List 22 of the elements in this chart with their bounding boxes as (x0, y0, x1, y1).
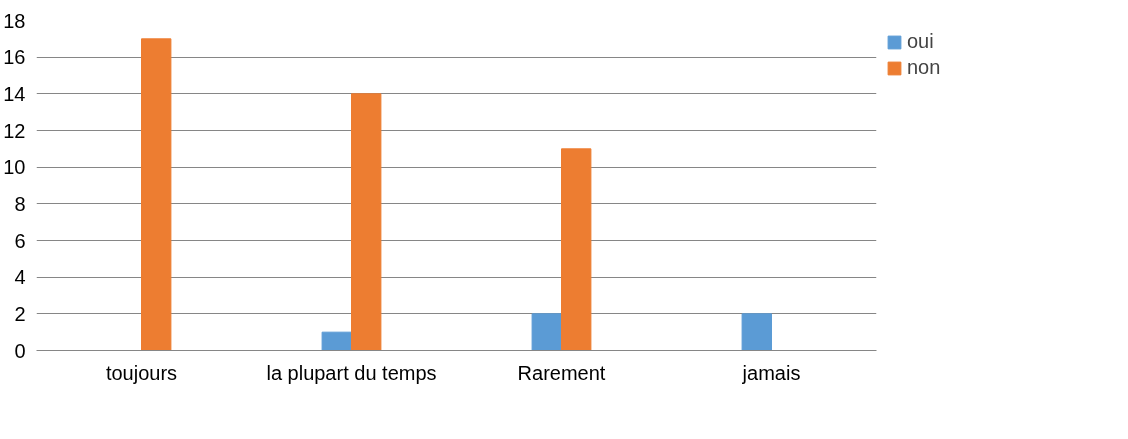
y-tick-label: 0 (14, 339, 26, 362)
x-tick-label: la plupart du temps (266, 361, 437, 384)
y-tick-label: 16 (3, 46, 26, 69)
y-tick-label: 4 (14, 266, 26, 289)
y-tick-label: 6 (14, 229, 26, 252)
y-tick-label: 12 (3, 119, 26, 142)
y-tick-label: 14 (3, 82, 26, 105)
y-tick-label: 18 (3, 9, 26, 32)
legend-label: non (907, 56, 942, 79)
legend-label: oui (907, 30, 935, 53)
bar (531, 313, 562, 351)
y-tick-label: 8 (14, 192, 26, 215)
y-tick-label: 2 (14, 302, 26, 325)
x-tick-label: toujours (105, 361, 178, 384)
x-tick-label: jamais (741, 361, 801, 384)
y-tick-label: 10 (3, 156, 26, 179)
bar (141, 38, 172, 351)
bar (741, 313, 772, 351)
bar (351, 93, 382, 351)
bar (321, 331, 352, 351)
x-tick-label: Rarement (517, 361, 606, 384)
bar (561, 148, 592, 351)
